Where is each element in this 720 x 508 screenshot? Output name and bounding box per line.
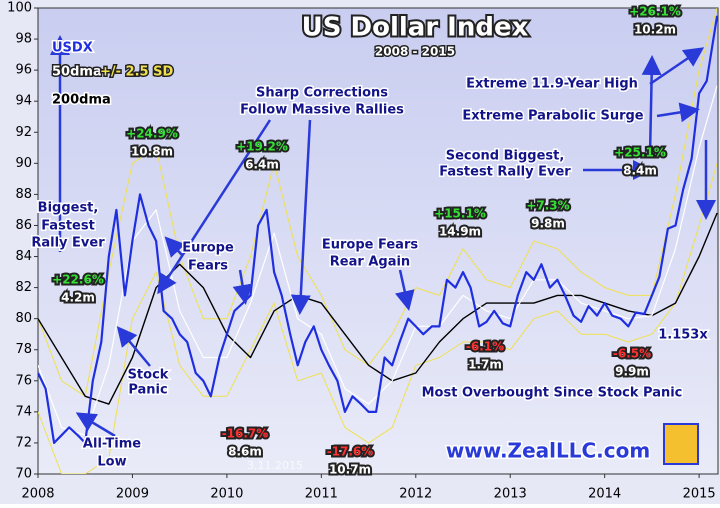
- annotation: Most Overbought Since Stock Panic: [422, 386, 683, 401]
- x-tick-label: 2012: [399, 487, 432, 502]
- annotation: Second Biggest,: [446, 149, 565, 164]
- move-duration: 8.4m: [623, 164, 657, 178]
- x-tick-label: 2014: [588, 487, 621, 502]
- move-duration: 10.7m: [329, 463, 371, 477]
- annotation: Fastest: [41, 219, 95, 234]
- x-tick-label: 2008: [21, 487, 54, 502]
- move-percent: -6.5%: [613, 347, 651, 361]
- arrows: [50, 35, 716, 438]
- y-tick-label: 80: [15, 311, 32, 326]
- y-tick-label: 78: [15, 342, 32, 357]
- x-tick-label: 2009: [116, 487, 149, 502]
- logo: [663, 423, 699, 465]
- watermark: www.ZealLLC.com: [446, 439, 650, 463]
- legend-label: USDX: [52, 41, 93, 56]
- series-line: [38, 212, 718, 405]
- annotation: All-Time: [83, 437, 141, 452]
- series-line: [38, 15, 718, 444]
- move-percent: +22.6%: [52, 273, 104, 287]
- annotation: Biggest,: [38, 201, 99, 216]
- move-duration: 4.2m: [61, 291, 95, 305]
- move-percent: +7.3%: [526, 199, 569, 213]
- y-tick-label: 74: [15, 404, 32, 419]
- y-tick-label: 82: [15, 280, 32, 295]
- annotation: 1.153x: [658, 328, 708, 343]
- y-tick-label: 70: [15, 467, 32, 482]
- annotation: Panic: [128, 383, 167, 398]
- annotation: Stock: [128, 368, 169, 383]
- move-duration: 9.8m: [531, 217, 565, 231]
- y-tick-label: 96: [15, 63, 32, 78]
- y-tick-label: 86: [15, 218, 32, 233]
- annotation: Fastest Rally Ever: [439, 165, 571, 180]
- annotation: Follow Massive Rallies: [240, 103, 404, 118]
- y-tick-label: 92: [15, 125, 32, 140]
- x-tick-label: 2015: [683, 487, 716, 502]
- chart-title: US Dollar Index: [302, 13, 529, 43]
- y-tick-label: 98: [15, 32, 32, 47]
- annotation: Fears: [188, 259, 228, 274]
- y-tick-label: 94: [15, 94, 32, 109]
- series-line: [38, 163, 718, 474]
- move-percent: -6.1%: [466, 340, 504, 354]
- y-tick-label: 100: [7, 1, 32, 16]
- move-percent: +19.2%: [236, 140, 288, 154]
- x-tick-label: 2010: [210, 487, 243, 502]
- annotation: Sharp Corrections: [256, 86, 388, 101]
- move-duration: 8.6m: [228, 445, 262, 459]
- legend-label: 200dma: [52, 93, 111, 108]
- move-duration: 14.9m: [439, 225, 481, 239]
- move-percent: -16.7%: [222, 427, 269, 441]
- x-tick-label: 2013: [494, 487, 527, 502]
- annotation: Rally Ever: [31, 236, 105, 251]
- series-line: [38, 85, 718, 436]
- annotation: Extreme Parabolic Surge: [462, 109, 643, 124]
- y-tick-label: 76: [15, 373, 32, 388]
- move-percent: +15.1%: [434, 207, 486, 221]
- x-tick-label: 2011: [305, 487, 338, 502]
- annotation: Europe Fears: [322, 238, 418, 253]
- legend-label: +/- 2.5 SD: [100, 65, 173, 80]
- annotation: Extreme 11.9-Year High: [466, 77, 638, 92]
- move-duration: 9.9m: [615, 365, 649, 379]
- move-duration: 10.8m: [131, 145, 173, 159]
- y-tick-label: 84: [15, 249, 32, 264]
- move-duration: 1.7m: [468, 358, 502, 372]
- annotation: Rear Again: [330, 255, 410, 270]
- move-percent: +24.9%: [126, 127, 178, 141]
- y-tick-label: 88: [15, 187, 32, 202]
- move-duration: 6.4m: [245, 158, 279, 172]
- move-percent: +25.1%: [614, 146, 666, 160]
- series-line: [38, 8, 718, 397]
- move-percent: +26.1%: [629, 5, 681, 19]
- y-tick-label: 72: [15, 435, 32, 450]
- annotation: Low: [97, 455, 126, 470]
- y-tick-label: 90: [15, 156, 32, 171]
- annotation: Europe: [182, 241, 234, 256]
- chart-subtitle: 2008 - 2015: [375, 45, 455, 59]
- legend-label: 50dma: [52, 65, 102, 80]
- move-percent: -17.6%: [327, 445, 374, 459]
- date-note: 3.11.2015: [247, 459, 303, 472]
- move-duration: 10.2m: [634, 23, 676, 37]
